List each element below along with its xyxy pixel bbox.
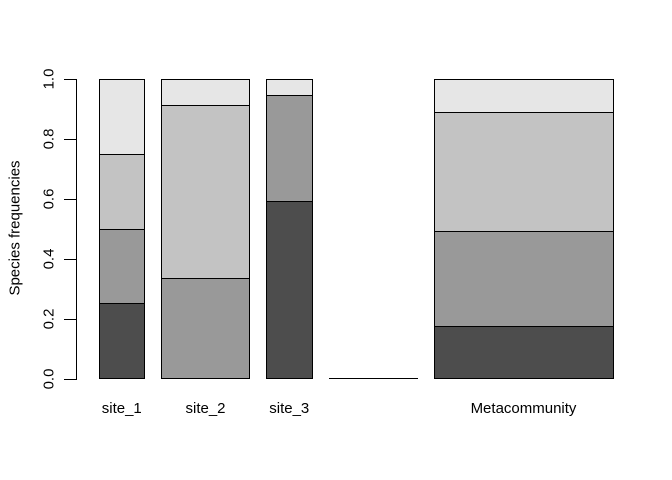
bar-site_2	[161, 79, 250, 379]
x-label-site_1: site_1	[101, 400, 142, 417]
bar-site_1	[98, 79, 145, 379]
y-tick-label: 1.0	[40, 68, 58, 90]
bar-segment-species-3	[162, 104, 249, 279]
y-tick	[64, 319, 76, 320]
bar-Metacommunity	[433, 79, 614, 379]
y-axis-title: Species frequencies	[6, 160, 24, 296]
y-tick	[64, 199, 76, 200]
y-tick-label: 0.6	[40, 188, 58, 210]
x-label-site_2: site_2	[185, 400, 226, 417]
x-label-Metacommunity: Metacommunity	[470, 400, 577, 417]
bar-segment-species-4	[434, 80, 613, 112]
x-label-site_3: site_3	[269, 400, 310, 417]
bar-segment-species-3	[434, 111, 613, 231]
bar-segment-species-1	[267, 200, 312, 378]
y-tick-label: 0.8	[40, 128, 58, 150]
y-tick	[64, 139, 76, 140]
y-tick	[64, 379, 76, 380]
empty-bar	[328, 378, 418, 379]
bar-segment-species-4	[162, 80, 249, 105]
bar-segment-species-2	[434, 230, 613, 326]
bar-segment-species-4	[99, 80, 144, 154]
bar-site_3	[266, 79, 313, 379]
bar-segment-species-1	[99, 303, 144, 378]
bar-segment-species-2	[162, 278, 249, 378]
bar-segment-species-2	[267, 94, 312, 201]
bar-segment-species-1	[434, 325, 613, 378]
bar-segment-species-3	[99, 153, 144, 229]
bar-segment-species-2	[99, 228, 144, 304]
bar-segment-species-4	[267, 80, 312, 95]
y-tick-label: 0.4	[40, 248, 58, 270]
y-axis-line	[76, 79, 77, 380]
y-tick-label: 0.2	[40, 308, 58, 330]
y-tick-label: 0.0	[40, 368, 58, 390]
y-tick	[64, 259, 76, 260]
y-tick	[64, 79, 76, 80]
